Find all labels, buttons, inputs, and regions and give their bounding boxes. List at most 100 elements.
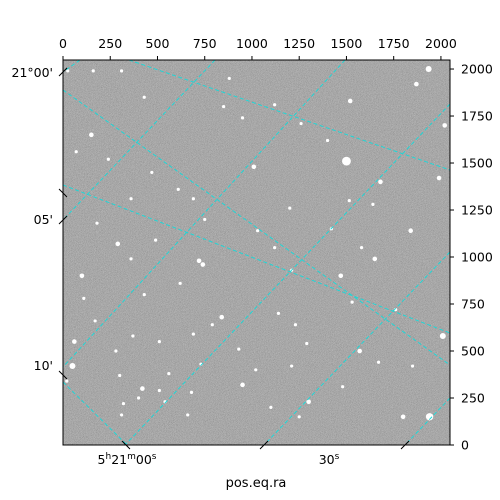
ra-grid-line bbox=[63, 60, 81, 73]
star bbox=[357, 348, 362, 354]
right-tick-label: 1500 bbox=[461, 156, 493, 171]
ra-tick bbox=[400, 440, 410, 450]
star bbox=[210, 323, 214, 327]
star bbox=[442, 123, 448, 128]
star bbox=[93, 319, 97, 323]
star bbox=[372, 256, 378, 262]
bottom-ra-axis: 5h21m00s 30s bbox=[98, 440, 410, 467]
star bbox=[69, 363, 76, 370]
dec-tick bbox=[58, 370, 68, 380]
star bbox=[341, 385, 345, 389]
ra-tick bbox=[259, 440, 269, 450]
right-tick-label: 0 bbox=[461, 438, 469, 453]
coordinate-grid bbox=[63, 60, 450, 445]
star bbox=[222, 105, 226, 109]
star bbox=[79, 273, 85, 279]
star bbox=[408, 228, 413, 233]
star bbox=[269, 405, 273, 410]
top-tick-label: 1750 bbox=[378, 36, 410, 51]
top-tick-label: 1000 bbox=[236, 36, 268, 51]
star bbox=[142, 293, 146, 297]
star bbox=[176, 187, 180, 191]
dec-tick bbox=[58, 215, 68, 225]
star bbox=[115, 241, 121, 247]
dec-label-10: 10' bbox=[34, 358, 53, 373]
star bbox=[439, 332, 446, 339]
star bbox=[240, 116, 245, 120]
ra-label-5h21m00s: 5h21m00s bbox=[98, 452, 157, 467]
star bbox=[371, 202, 375, 206]
right-tick-label: 2000 bbox=[461, 62, 493, 77]
top-pixel-axis: 0 250 500 750 1000 1250 1500 1750 2000 bbox=[59, 36, 457, 60]
star bbox=[436, 175, 442, 181]
star bbox=[186, 413, 190, 417]
star bbox=[157, 388, 161, 393]
star bbox=[89, 132, 94, 138]
star bbox=[95, 221, 99, 225]
star bbox=[118, 373, 122, 378]
plot-frame bbox=[62, 59, 451, 446]
star bbox=[150, 170, 154, 175]
image-noise bbox=[63, 60, 450, 445]
star bbox=[82, 296, 86, 300]
top-tick-label: 250 bbox=[98, 36, 122, 51]
star bbox=[299, 121, 303, 126]
star bbox=[227, 76, 231, 81]
dec-label-21-00: 21°00' bbox=[12, 65, 54, 80]
ra-grid-line bbox=[263, 251, 450, 445]
star bbox=[129, 257, 133, 261]
star bbox=[196, 258, 202, 264]
image-area bbox=[63, 60, 450, 445]
top-tick-label: 0 bbox=[59, 36, 67, 51]
dec-grid-line bbox=[63, 381, 128, 445]
top-tick-label: 750 bbox=[193, 36, 217, 51]
star bbox=[288, 206, 292, 210]
dec-tick bbox=[58, 188, 68, 198]
dec-label-05: 05' bbox=[34, 212, 53, 227]
star bbox=[342, 156, 351, 166]
ra-tick bbox=[121, 440, 131, 450]
top-tick-label: 500 bbox=[146, 36, 170, 51]
top-tick-label: 1250 bbox=[283, 36, 315, 51]
star bbox=[153, 238, 158, 242]
star bbox=[256, 229, 260, 233]
star bbox=[136, 396, 141, 400]
star bbox=[305, 341, 309, 346]
top-tick-label: 1500 bbox=[331, 36, 363, 51]
star bbox=[410, 364, 415, 368]
star bbox=[191, 332, 195, 336]
star bbox=[106, 157, 110, 161]
left-dec-axis: 21°00' 05' 10' bbox=[12, 65, 68, 380]
top-tick-label: 2000 bbox=[425, 36, 457, 51]
star bbox=[157, 340, 161, 344]
star bbox=[140, 386, 145, 391]
star bbox=[350, 300, 354, 304]
star bbox=[273, 103, 277, 107]
star bbox=[129, 197, 133, 201]
ra-grid-line bbox=[404, 397, 450, 445]
star bbox=[293, 323, 298, 327]
star bbox=[119, 69, 124, 73]
star bbox=[142, 95, 146, 99]
star bbox=[114, 349, 118, 353]
right-tick-label: 1250 bbox=[461, 203, 493, 218]
star bbox=[66, 69, 70, 73]
right-tick-label: 500 bbox=[461, 344, 485, 359]
star bbox=[119, 413, 124, 417]
ra-label-30s: 30s bbox=[319, 452, 340, 467]
x-axis-title: pos.eq.ra bbox=[226, 476, 287, 491]
right-tick-label: 1000 bbox=[461, 250, 493, 265]
ra-grid-line bbox=[63, 60, 216, 221]
star bbox=[306, 399, 311, 405]
star bbox=[219, 314, 225, 320]
ra-grid-line bbox=[124, 103, 450, 445]
star bbox=[378, 179, 383, 185]
star bbox=[254, 368, 258, 372]
dec-grid-line bbox=[63, 89, 450, 366]
dec-grid-line bbox=[128, 60, 450, 171]
star bbox=[347, 199, 351, 203]
star bbox=[203, 217, 207, 222]
star bbox=[200, 262, 206, 267]
star bbox=[65, 379, 69, 383]
